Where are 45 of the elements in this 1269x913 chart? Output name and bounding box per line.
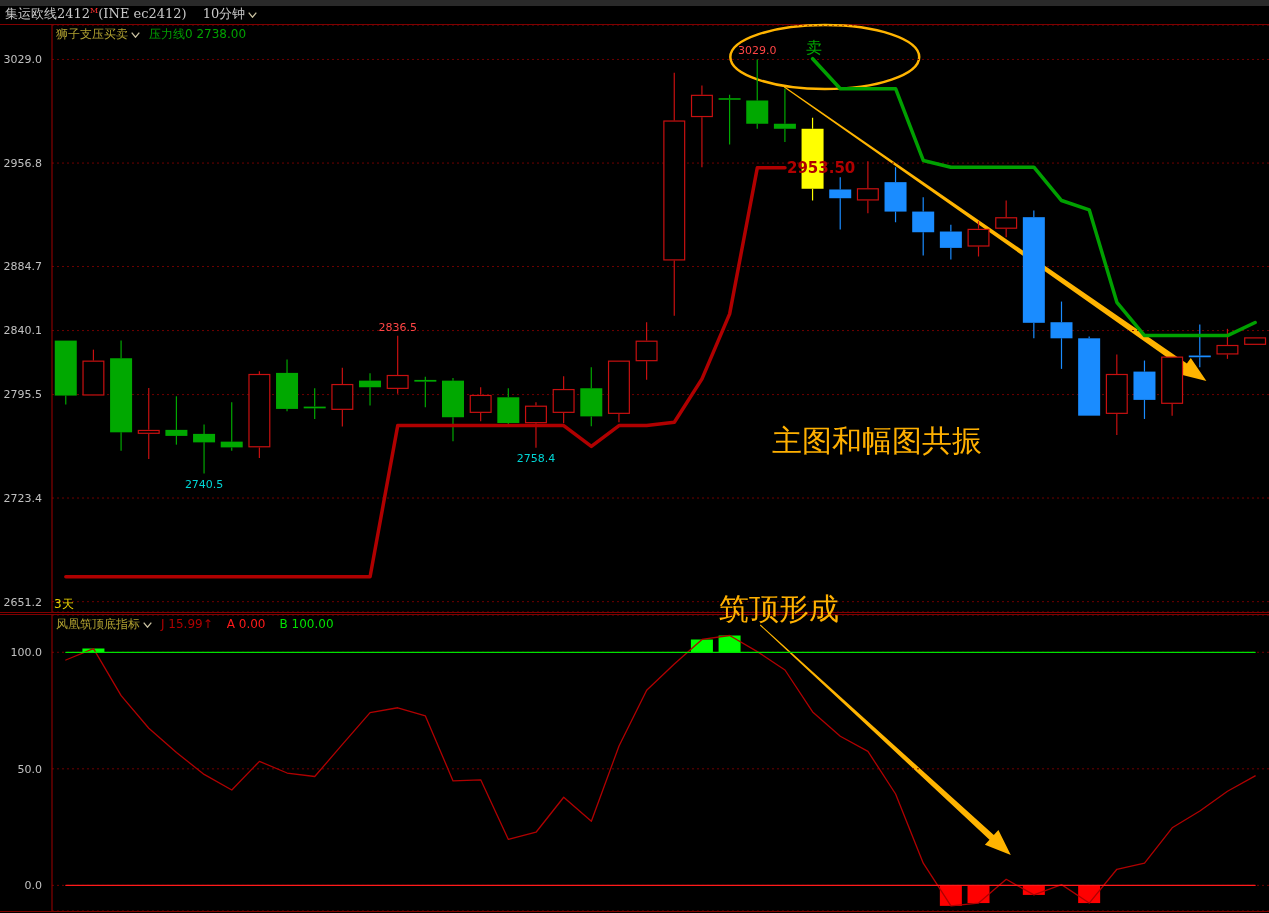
annotation: 2836.5 (378, 320, 417, 334)
legend-title: 狮子支压买卖 (56, 27, 128, 41)
annotation: 3天 (54, 597, 74, 612)
y-tick-label: 2956.8 (3, 156, 42, 170)
y-tick-label: 50.0 (17, 762, 42, 776)
bar (690, 639, 713, 653)
y-tick-label: 3029.0 (3, 53, 42, 67)
text: 压力线0 2738.00 (149, 27, 247, 41)
y-tick-label: 0.0 (24, 879, 42, 893)
candlestick (856, 160, 879, 214)
text: J 15.99↑ (161, 617, 213, 631)
candlestick (773, 88, 796, 143)
candlestick (110, 340, 133, 452)
chart-subtitle: 10分钟 (202, 6, 246, 21)
candlestick (1050, 300, 1073, 370)
candlestick (137, 387, 160, 460)
candlestick (524, 401, 547, 449)
annotation: 卖 (806, 38, 823, 58)
annotation: 2758.4 (516, 451, 556, 465)
annotation: 主图和幅图共振 (771, 423, 982, 459)
y-tick-label: 100.0 (10, 646, 42, 660)
legend-title: 风凰筑顶底指标 (56, 617, 140, 631)
chart-title: 集运欧线2412$^{M}$(INE ec2412) (5, 5, 187, 21)
y-tick-label: 2651.2 (3, 595, 42, 609)
candlestick (193, 423, 216, 475)
candlestick (690, 84, 713, 168)
text: A 0.00 (226, 617, 266, 631)
line-series (65, 634, 1256, 907)
candlestick (1161, 356, 1184, 417)
candlestick (663, 72, 686, 317)
y-tick-label: 2795.5 (3, 388, 42, 402)
annotation: 3029.0 (738, 44, 777, 58)
candlestick (359, 372, 382, 407)
candlestick (939, 224, 962, 261)
candlestick (1105, 353, 1128, 436)
series-label: B 100.00 (279, 617, 334, 631)
candlestick (635, 321, 658, 381)
annotation: 筑顶形成 (718, 591, 839, 627)
annotation: 2740.5 (184, 477, 224, 491)
candlestick (276, 358, 299, 412)
y-tick-label: 2884.7 (3, 260, 42, 274)
y-tick-label: 2723.4 (3, 491, 42, 505)
candlestick (607, 360, 630, 423)
y-tick-label: 2840.1 (3, 324, 42, 338)
candlestick (441, 377, 464, 442)
